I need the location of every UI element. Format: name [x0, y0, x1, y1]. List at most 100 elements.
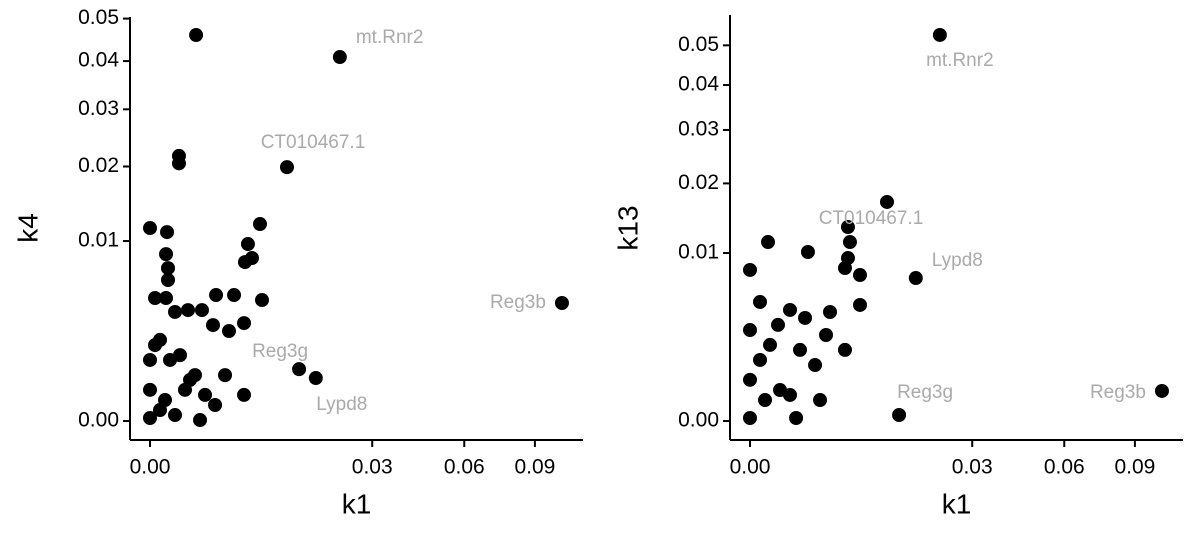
- y-tick-label: 0.04: [78, 49, 119, 72]
- point-label: Reg3b: [1090, 382, 1146, 403]
- x-tick-label: 0.06: [1044, 456, 1085, 479]
- point: [162, 352, 177, 367]
- x-tick-label: 0.06: [444, 456, 485, 479]
- y-tick-label: 0.04: [678, 73, 719, 96]
- point: [209, 288, 224, 303]
- point: [292, 362, 307, 377]
- point: [193, 413, 208, 428]
- point: [159, 247, 174, 262]
- point: [837, 342, 852, 357]
- y-tick-label: 0.03: [78, 97, 119, 120]
- point: [180, 303, 195, 318]
- point: [554, 295, 569, 310]
- point: [254, 293, 269, 308]
- point: [789, 410, 804, 425]
- point: [852, 268, 867, 283]
- point: [177, 382, 192, 397]
- point: [237, 316, 252, 331]
- y-tick-label: 0.02: [78, 154, 119, 177]
- y-tick-label: 0.05: [78, 6, 119, 29]
- point: [800, 244, 815, 259]
- point: [198, 387, 213, 402]
- point: [148, 291, 163, 306]
- point: [1154, 383, 1169, 398]
- y-tick-label: 0.00: [78, 409, 119, 432]
- point: [143, 221, 157, 236]
- point: [168, 408, 183, 423]
- point: [161, 272, 176, 287]
- point: [194, 303, 209, 318]
- y-tick-label: 0.01: [678, 241, 719, 264]
- y-axis-title: k4: [12, 213, 43, 243]
- point: [758, 393, 773, 408]
- point: [143, 382, 157, 397]
- point: [892, 407, 907, 422]
- point-label: mt.Rnr2: [926, 50, 994, 71]
- point: [279, 160, 294, 175]
- point-label: Lypd8: [316, 394, 367, 415]
- point: [227, 288, 242, 303]
- point-label: CT010467.1: [261, 132, 366, 153]
- point-label: Lypd8: [932, 250, 983, 271]
- point: [879, 194, 894, 209]
- point: [237, 387, 252, 402]
- point: [158, 393, 173, 408]
- y-tick-label: 0.01: [78, 229, 119, 252]
- point: [840, 220, 855, 235]
- point: [823, 304, 838, 319]
- point: [770, 317, 785, 332]
- point: [743, 372, 757, 387]
- point: [798, 310, 813, 325]
- point-label: Reg3g: [252, 341, 308, 362]
- point: [852, 297, 867, 312]
- y-tick-label: 0.00: [678, 409, 719, 432]
- point: [753, 294, 768, 309]
- point: [837, 261, 852, 276]
- point: [762, 337, 777, 352]
- point: [143, 410, 157, 425]
- point: [171, 156, 186, 171]
- point: [819, 328, 834, 343]
- point: [208, 398, 223, 413]
- point: [308, 371, 323, 386]
- point: [160, 225, 175, 240]
- point: [218, 368, 233, 383]
- point: [244, 251, 259, 266]
- point-label: CT010467.1: [819, 208, 924, 229]
- point: [782, 387, 797, 402]
- point: [205, 318, 220, 333]
- y-axis-title: k13: [612, 205, 643, 250]
- x-tick-label: 0.00: [730, 456, 771, 479]
- point: [743, 410, 757, 425]
- point-label: mt.Rnr2: [356, 27, 424, 48]
- y-tick-label: 0.03: [678, 118, 719, 141]
- point: [168, 304, 183, 319]
- point: [813, 393, 828, 408]
- point: [753, 352, 768, 367]
- point: [743, 262, 757, 277]
- point: [908, 271, 923, 286]
- point: [932, 27, 947, 42]
- point-label: Reg3b: [490, 292, 546, 313]
- point: [842, 235, 857, 250]
- x-tick-label: 0.09: [514, 456, 555, 479]
- point: [189, 28, 204, 43]
- x-tick-label: 0.09: [1114, 456, 1155, 479]
- x-axis-title: k1: [942, 488, 972, 519]
- point: [793, 342, 808, 357]
- point: [221, 324, 236, 339]
- y-tick-label: 0.02: [678, 171, 719, 194]
- point: [761, 235, 776, 250]
- point: [743, 323, 757, 338]
- point: [252, 217, 267, 232]
- point: [782, 302, 797, 317]
- x-tick-label: 0.03: [952, 456, 993, 479]
- point: [143, 352, 157, 367]
- x-tick-label: 0.03: [352, 456, 393, 479]
- y-tick-label: 0.05: [678, 33, 719, 56]
- point: [148, 338, 163, 353]
- point: [161, 261, 176, 276]
- point: [808, 358, 823, 373]
- point: [159, 291, 174, 306]
